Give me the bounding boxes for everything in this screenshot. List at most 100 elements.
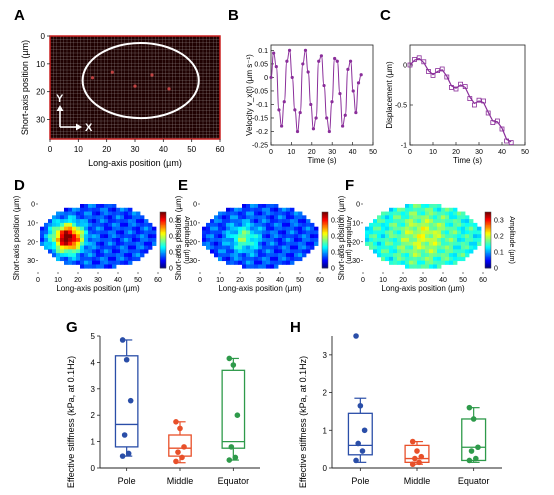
heatmap-cell [290, 211, 295, 216]
heatmap-cell [262, 204, 267, 209]
heatmap-cell [136, 226, 141, 231]
heatmap-cell [238, 226, 243, 231]
velocity-point [280, 124, 284, 128]
heatmap-cell [298, 211, 303, 216]
heatmap-cell [100, 230, 105, 235]
heatmap-cell [302, 234, 307, 239]
heatmap-cell [222, 245, 227, 250]
colorbar-segment [160, 258, 166, 260]
x-axis-label: Long-axis position (µm) [218, 284, 302, 293]
colorbar-segment [160, 245, 166, 248]
heatmap-cell [222, 219, 227, 224]
heatmap-cell [120, 245, 125, 250]
heatmap-cell [210, 226, 215, 231]
colorbar-segment [485, 263, 491, 266]
heatmap-cell [120, 211, 125, 216]
heatmap-cell [425, 226, 430, 231]
heatmap-cell [465, 245, 470, 250]
heatmap-cell [433, 260, 438, 265]
heatmap-cell [258, 238, 263, 243]
velocity-point [341, 124, 345, 128]
heatmap-cell [270, 207, 275, 212]
data-point [361, 427, 368, 434]
heatmap-cell [453, 207, 458, 212]
colorbar-segment [160, 212, 166, 214]
panel-label-d: D [14, 177, 25, 194]
heatmap-cell [445, 230, 450, 235]
heatmap-cell [433, 219, 438, 224]
heatmap-cell [421, 211, 426, 216]
colorbar-segment [485, 238, 491, 241]
colorbar-segment [322, 254, 328, 256]
heatmap-cell [389, 234, 394, 239]
heatmap-cell [270, 226, 275, 231]
heatmap-cell [262, 226, 267, 231]
heatmap-cell [226, 260, 231, 265]
heatmap-cell [64, 260, 69, 265]
heatmap-cell [250, 241, 255, 246]
velocity-point [338, 92, 342, 96]
heatmap-cell [417, 264, 422, 269]
heatmap-cell [274, 264, 279, 269]
colorbar-segment [160, 244, 166, 246]
colorbar-segment [322, 235, 328, 238]
x-tick-label: 40 [349, 149, 357, 156]
y-tick-label: 10 [189, 220, 197, 227]
heatmap-cell [68, 207, 73, 212]
heatmap-cell [64, 249, 69, 254]
heatmap-cell [290, 238, 295, 243]
heatmap-cell [302, 238, 307, 243]
heatmap-cell [397, 230, 402, 235]
heatmap-cell [92, 256, 97, 262]
data-point [409, 438, 416, 445]
colorbar-tick-label: 0.2 [331, 234, 341, 241]
heatmap-cell [246, 241, 251, 246]
heatmap-cell [270, 211, 275, 216]
heatmap-cell [262, 241, 267, 246]
heatmap-cell [302, 249, 307, 254]
data-point [175, 449, 181, 455]
heatmap-cell [453, 256, 458, 262]
heatmap-cell [52, 222, 57, 228]
displacement-point [499, 126, 505, 132]
heatmap-cell [214, 219, 219, 224]
heatmap-cell [92, 211, 97, 216]
heatmap-cell [144, 249, 149, 254]
heatmap-cell [437, 207, 442, 212]
heatmap-cell [294, 234, 299, 239]
heatmap-cell [124, 249, 129, 254]
heatmap-cell [294, 219, 299, 224]
colorbar-segment [322, 258, 328, 260]
heatmap-cell [60, 226, 65, 231]
heatmap-cell [108, 256, 113, 262]
colorbar-segment [160, 256, 166, 259]
colorbar-segment [322, 249, 328, 252]
heatmap-cell [56, 256, 61, 262]
colorbar-segment [160, 247, 166, 249]
heatmap-cell [461, 256, 466, 262]
heatmap-cell [104, 245, 109, 250]
heatmap-cell [441, 253, 446, 258]
heatmap-cell [96, 264, 101, 269]
heatmap-cell [469, 219, 474, 224]
heatmap-cell [405, 260, 410, 265]
heatmap-cell [108, 230, 113, 235]
heatmap-cell [68, 260, 73, 265]
heatmap-cell [92, 260, 97, 265]
heatmap-cell [437, 264, 442, 269]
heatmap-cell [401, 253, 406, 258]
heatmap-cell [238, 219, 243, 224]
heatmap-cell [425, 215, 430, 220]
heatmap-cell [389, 238, 394, 243]
heatmap-cell [417, 211, 422, 216]
heatmap-cell [381, 249, 386, 254]
heatmap-cell [210, 245, 215, 250]
heatmap-cell [108, 207, 113, 212]
x-arrow-head [76, 123, 82, 131]
heatmap-cell [96, 260, 101, 265]
x-tick-label: 0 [408, 149, 412, 156]
heatmap-cell [405, 245, 410, 250]
heatmap-cell [449, 256, 454, 262]
heatmap-cell [68, 211, 73, 216]
heatmap-cell [373, 249, 378, 254]
